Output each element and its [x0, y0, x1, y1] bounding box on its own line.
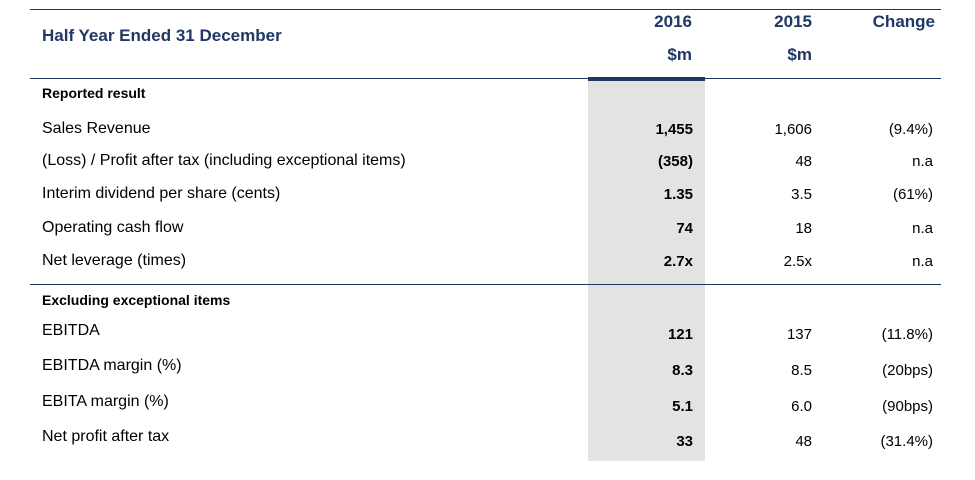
value-2016: 74 [676, 220, 693, 237]
header-rule [30, 78, 941, 79]
highlight-column-cap [588, 77, 705, 81]
value-2015: 2.5x [783, 253, 812, 270]
value-change: (61%) [892, 186, 933, 203]
value-change: (9.4%) [888, 121, 933, 138]
column-header-change: Change [872, 12, 935, 31]
value-change: (11.8%) [881, 326, 933, 343]
section-divider-rule [30, 284, 941, 285]
row-label: Net profit after tax [42, 428, 170, 445]
row-label: (Loss) / Profit after tax (including exc… [42, 152, 406, 169]
column-header-2015: 2015 [774, 12, 812, 31]
row-label: Operating cash flow [42, 219, 184, 236]
value-2016: 33 [676, 433, 693, 450]
value-change: n.a [912, 220, 933, 237]
value-2015: 137 [786, 326, 812, 343]
row-label: Net leverage (times) [42, 252, 187, 269]
column-unit-2016: $m [667, 45, 692, 64]
value-2016: 5.1 [672, 398, 693, 415]
column-header-2016: 2016 [654, 12, 692, 31]
value-2015: 6.0 [791, 398, 812, 415]
value-2015: 3.5 [791, 186, 812, 203]
section-title-reported: Reported result [42, 85, 146, 101]
value-2016: 1.35 [663, 186, 693, 203]
value-change: (20bps) [882, 362, 933, 379]
value-change: (31.4%) [880, 433, 933, 450]
value-2015: 18 [795, 220, 812, 237]
row-label: Sales Revenue [42, 120, 151, 137]
value-2016: 8.3 [672, 362, 693, 379]
value-2015: 48 [795, 153, 812, 170]
row-label: Interim dividend per share (cents) [42, 185, 281, 202]
value-2016: 121 [667, 326, 693, 343]
section-title-excluding: Excluding exceptional items [42, 292, 231, 308]
row-label: EBITDA [42, 322, 100, 339]
value-2015: 1,606 [774, 121, 812, 138]
row-label: EBITA margin (%) [42, 393, 169, 410]
value-change: n.a [912, 253, 933, 270]
value-2016: 2.7x [663, 253, 693, 270]
value-2016: (358) [657, 153, 693, 170]
value-2016: 1,455 [655, 121, 693, 138]
highlight-column-2016 [588, 80, 705, 461]
table-top-rule [30, 9, 941, 10]
value-2015: 8.5 [791, 362, 812, 379]
column-unit-2015: $m [787, 45, 812, 64]
value-change: n.a [912, 153, 933, 170]
value-2015: 48 [795, 433, 812, 450]
table-title: Half Year Ended 31 December [42, 26, 282, 45]
row-label: EBITDA margin (%) [42, 357, 182, 374]
value-change: (90bps) [882, 398, 933, 415]
